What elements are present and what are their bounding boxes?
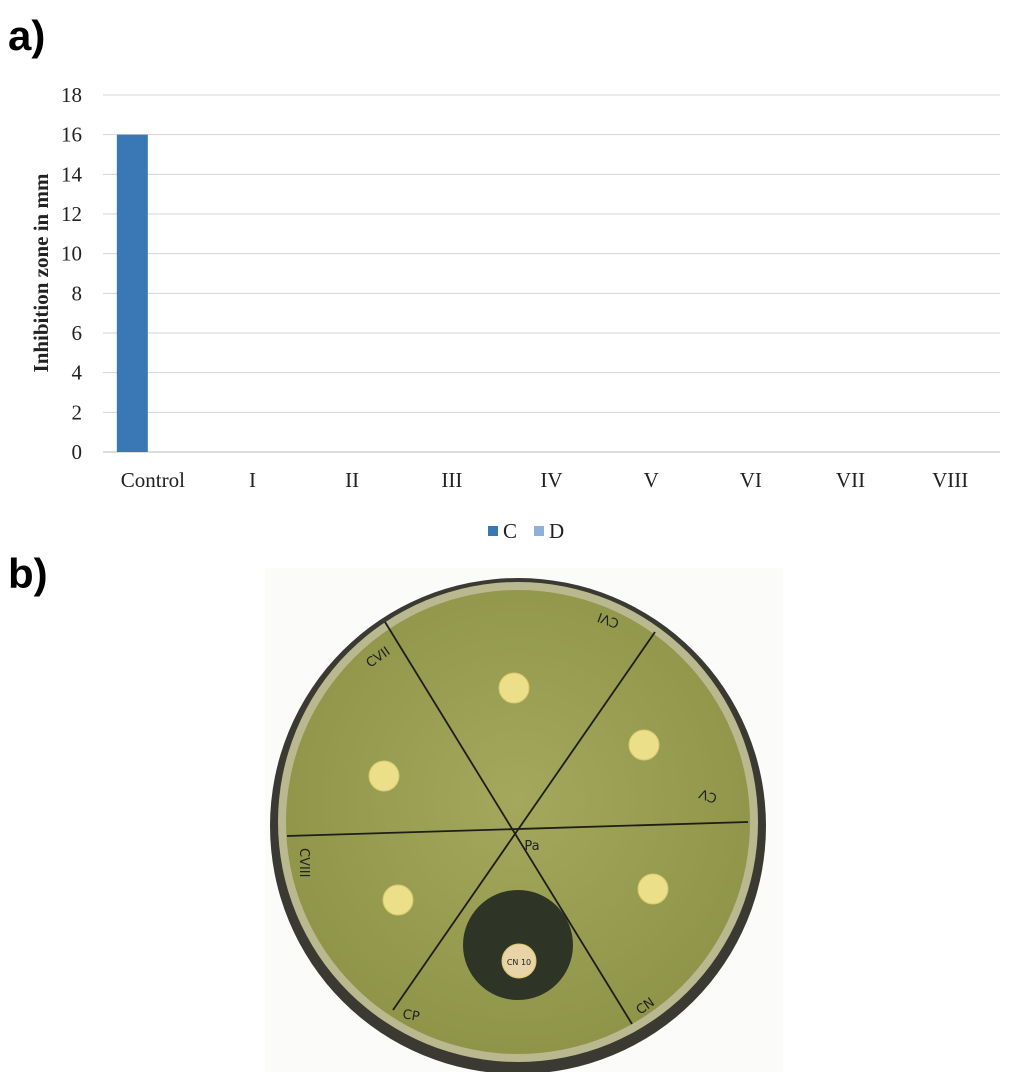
photo-label: CN 10 bbox=[507, 958, 531, 967]
legend-swatch bbox=[488, 526, 498, 536]
panel-label: a) bbox=[8, 12, 45, 59]
legend-label: D bbox=[549, 519, 564, 543]
y-tick-label: 14 bbox=[61, 162, 83, 186]
legend-swatch bbox=[534, 526, 544, 536]
photo-label: Pa bbox=[524, 839, 539, 854]
y-tick-label: 10 bbox=[61, 242, 82, 266]
bar bbox=[117, 135, 148, 452]
y-tick-label: 18 bbox=[61, 83, 82, 107]
figure: a) b) Inhibition zone in mm 0 2 4 6 8 10 12 14 1… bbox=[0, 0, 1020, 1072]
x-tick-label: VI bbox=[740, 468, 762, 492]
photo-label: CP bbox=[401, 1007, 420, 1025]
y-tick-label: 4 bbox=[72, 361, 83, 385]
y-tick-label: 16 bbox=[61, 123, 82, 147]
photo: CVII CVI CV CN CP CVIII Pa CN 10 bbox=[265, 568, 783, 1072]
x-tick-label: I bbox=[249, 468, 256, 492]
y-tick-label: 6 bbox=[72, 321, 83, 345]
panel-label: b) bbox=[8, 550, 48, 597]
x-tick-label: II bbox=[345, 468, 359, 492]
legend-label: C bbox=[503, 519, 517, 543]
x-tick-label: VIII bbox=[932, 468, 968, 492]
x-tick-label: V bbox=[644, 468, 659, 492]
x-tick-label: IV bbox=[540, 468, 562, 492]
x-tick-label: Control bbox=[121, 468, 185, 492]
x-tick-label: III bbox=[441, 468, 462, 492]
y-tick-label: 2 bbox=[72, 400, 83, 424]
y-tick-label: 0 bbox=[72, 440, 83, 464]
y-axis-title: Inhibition zone in mm bbox=[29, 173, 53, 372]
y-tick-label: 8 bbox=[72, 281, 83, 305]
y-tick-label: 12 bbox=[61, 202, 82, 226]
x-tick-label: VII bbox=[836, 468, 865, 492]
photo-label: CVIII bbox=[296, 848, 311, 877]
